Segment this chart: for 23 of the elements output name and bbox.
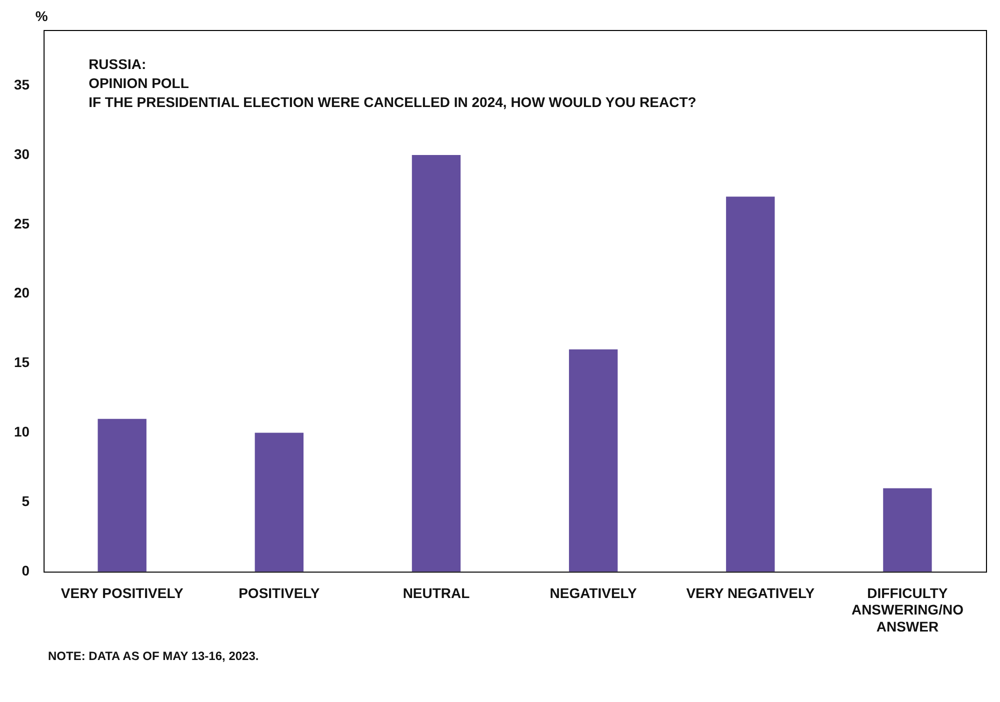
x-tick-label: NEUTRAL (402, 584, 470, 601)
bar (412, 154, 461, 572)
y-tick-label: 20 (14, 284, 30, 301)
bar (568, 349, 618, 572)
bar (98, 418, 146, 572)
text: RUSSIA: OPINION POLL IF THE PRESIDENTIAL ELECTION WERE CANCELLED IN 2024, HOW WOULD YOU REACT? (88, 56, 696, 110)
x-tick-label: DIFFICULTY ANSWERING/NO ANSWER (851, 584, 964, 634)
y-tick-label: 15 (14, 354, 30, 370)
x-tick-label: VERY POSITIVELY (60, 584, 184, 601)
y-tick-label: 5 (22, 493, 30, 510)
y-tick-label: 35 (14, 76, 30, 92)
bar (726, 196, 775, 572)
x-tick-label: POSITIVELY (238, 584, 320, 601)
x-tick-label: NEGATIVELY (550, 584, 638, 601)
y-tick-label: 10 (14, 424, 30, 440)
text: NOTE: DATA AS OF MAY 13-16, 2023. (48, 648, 259, 664)
bar (883, 488, 932, 572)
bar (254, 432, 304, 572)
y-tick-label: 25 (14, 215, 30, 232)
x-tick-label: VERY NEGATIVELY (686, 584, 816, 601)
y-tick-label: 30 (14, 146, 30, 162)
y-axis-title: % (35, 8, 48, 24)
y-tick-label: 0 (22, 562, 30, 578)
